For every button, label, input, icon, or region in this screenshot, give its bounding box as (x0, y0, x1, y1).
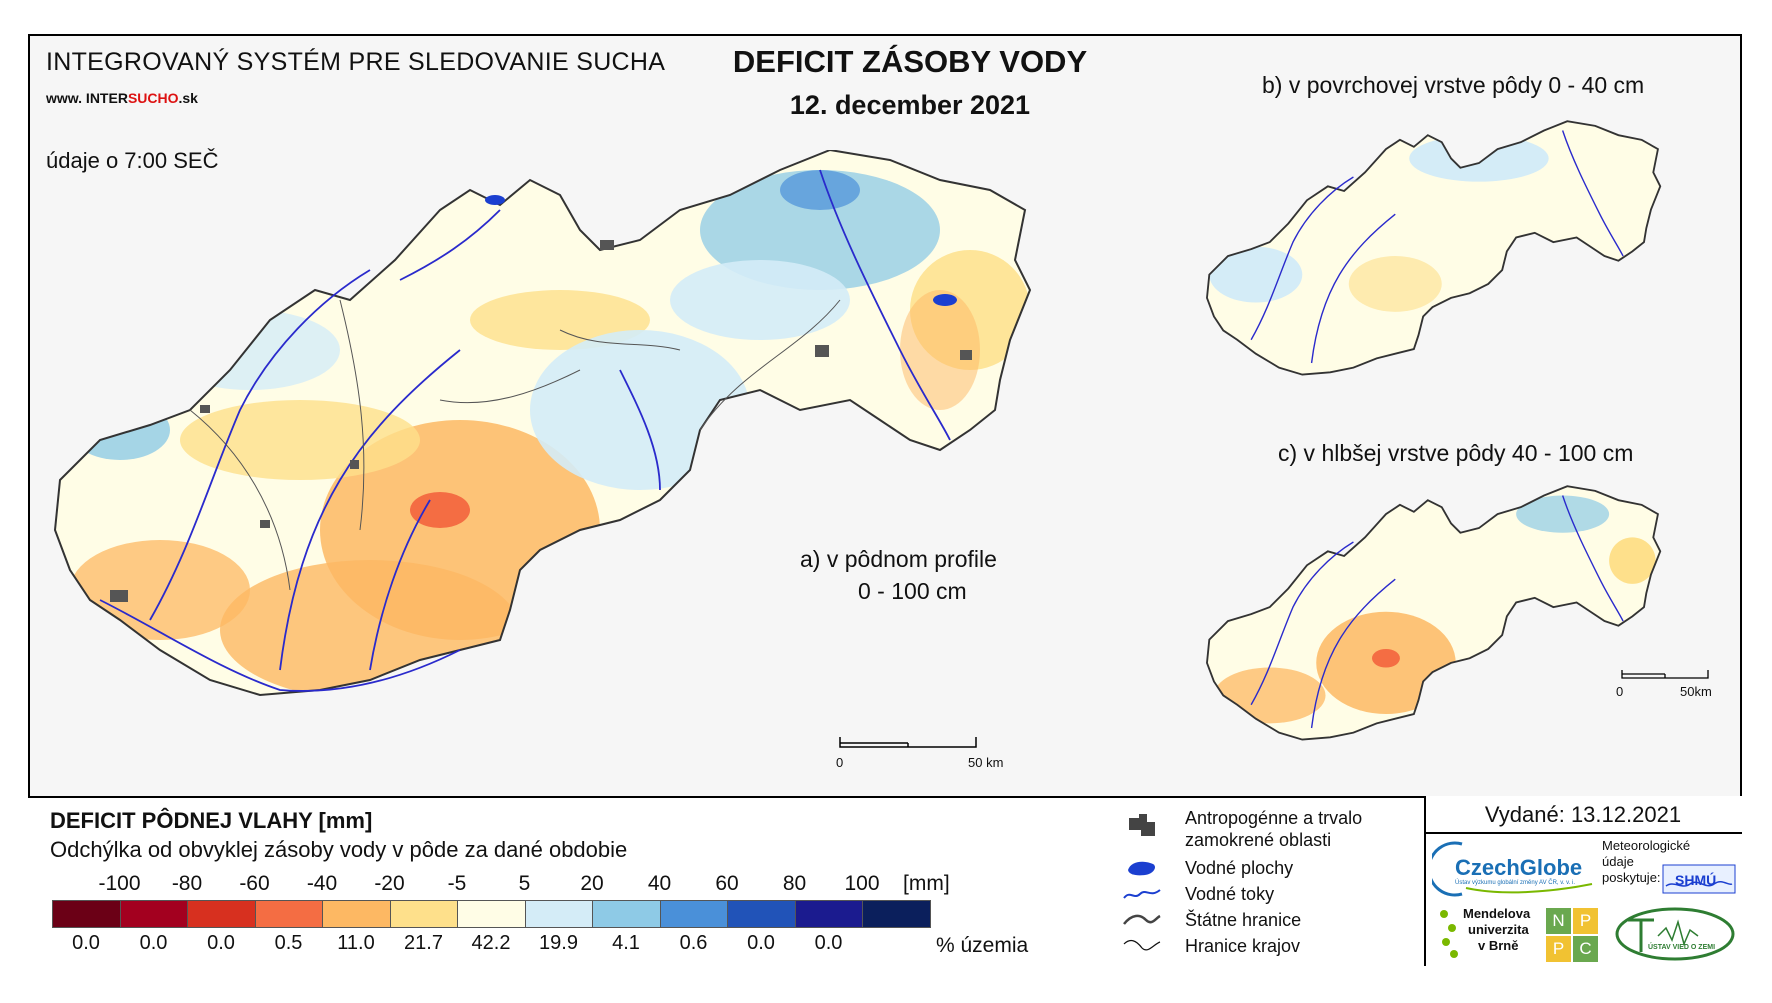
inset-map-surface-layer (1206, 120, 1662, 376)
legend-swatch (187, 900, 256, 928)
scale-bar-inset (1621, 670, 1709, 679)
nppc-p2: P (1546, 936, 1571, 962)
mendelu-line3: v Brně (1478, 938, 1519, 953)
scale-inset-end: 50km (1680, 684, 1712, 699)
issued-date: Vydané: 13.12.2021 (1484, 802, 1682, 827)
issued-divider (1424, 832, 1742, 834)
legend-tick-label: 5 (518, 872, 531, 895)
scale-inset-zero: 0 (1616, 684, 1624, 699)
page-title: DEFICIT ZÁSOBY VODY (732, 44, 1088, 79)
shmu-note-line2: údaje (1602, 854, 1634, 869)
legend-swatch (592, 900, 661, 928)
czechglobe-name: CzechGlobe (1455, 855, 1583, 880)
legend-percentage: 21.7 (404, 932, 443, 954)
symbol-river: Vodné toky (1185, 884, 1275, 904)
legend-tick-label: 20 (580, 872, 604, 895)
legend-tick-label: 60 (715, 872, 739, 895)
legend-tick-label: -5 (447, 872, 467, 895)
legend-percentage: 0.5 (274, 932, 303, 954)
legend-tick-label: -80 (171, 872, 203, 895)
url-suffix: .sk (178, 90, 198, 106)
legend-tick-label: 100 (844, 872, 880, 895)
map-b-title: b) v povrchovej vrstve pôdy 0 - 40 cm (1262, 72, 1645, 98)
legend-tick-label: -100 (98, 872, 141, 895)
symbol-region-border: Hranice krajov (1185, 936, 1301, 956)
czechglobe-subtitle: Ústav výzkumu globální změny AV ČR, v. v… (1455, 880, 1576, 886)
shmu-name: SHMÚ (1675, 872, 1717, 888)
legend-tick-label: 40 (647, 872, 672, 895)
legend-percentage: 4.1 (612, 932, 640, 954)
state-border-icon (1123, 914, 1161, 925)
legend-swatch (659, 900, 728, 928)
website-url[interactable]: www. INTERSUCHO.sk (46, 90, 198, 106)
system-title: INTEGROVANÝ SYSTÉM PRE SLEDOVANIE SUCHA (46, 48, 666, 76)
time-note: údaje o 7:00 SEČ (46, 148, 219, 173)
map-a-caption: a) v pôdnom profile (800, 546, 997, 572)
mendelu-line1: Mendelova (1463, 906, 1531, 921)
legend-percentage: 0.0 (139, 932, 168, 954)
legend-subtitle: Odchýlka od obvyklej zásoby vody v pôde … (50, 837, 628, 862)
legend-percentage: 42.2 (471, 932, 511, 954)
legend-swatch (119, 900, 188, 928)
region-border-icon (1123, 939, 1161, 951)
nppc-c: C (1573, 936, 1598, 962)
nppc-logo: N P P C (1546, 908, 1598, 962)
urban-area-icon (1129, 814, 1155, 836)
scale-main-zero: 0 (836, 755, 844, 770)
uvz-logo (1615, 907, 1735, 961)
inset-map-deep-layer (1206, 485, 1662, 741)
legend-title: DEFICIT PÔDNEJ VLAHY [mm] (50, 808, 373, 833)
symbol-urban-line2: zamokrené oblasti (1185, 830, 1332, 850)
legend-percentage: 0.6 (679, 932, 708, 954)
legend-percentage: 11.0 (337, 932, 375, 954)
legend-swatch (389, 900, 458, 928)
main-map-soil-profile (53, 150, 1032, 697)
scale-main-end: 50 km (968, 755, 1004, 770)
legend-swatch (794, 900, 863, 928)
legend-percentage: 0.0 (814, 932, 843, 954)
legend-percentage: 0.0 (747, 932, 775, 954)
legend-swatch (862, 900, 931, 928)
url-highlight: SUCHO (127, 90, 179, 106)
shmu-note-line3: poskytuje: (1602, 870, 1661, 885)
shmu-logo (1662, 864, 1736, 894)
water-body-icon (1128, 861, 1156, 876)
map-a-depth: 0 - 100 cm (858, 578, 967, 604)
symbol-water-body: Vodné plochy (1185, 858, 1294, 878)
legend-swatch (322, 900, 391, 928)
legend-percentage: 19.9 (539, 932, 578, 954)
river-icon (1123, 889, 1161, 899)
mendelu-line2: univerzita (1468, 922, 1529, 937)
symbol-urban-line1: Antropogénne a trvalo (1185, 808, 1363, 828)
shmu-note-line1: Meteorologické (1602, 838, 1691, 853)
legend-swatch (524, 900, 593, 928)
legend-tick-label: 80 (782, 872, 807, 895)
czechglobe-logo (1432, 841, 1593, 897)
legend-tick-label: -20 (374, 872, 405, 895)
legend-unit: [mm] (903, 872, 950, 895)
map-date: 12. december 2021 (789, 90, 1031, 120)
legend-tick-label: -40 (306, 872, 338, 895)
nppc-n: N (1546, 908, 1571, 934)
legend-swatch (457, 900, 526, 928)
legend-swatch (727, 900, 796, 928)
legend-swatch (254, 900, 323, 928)
uvz-name: ÚSTAV VIED O ZEMI (1648, 944, 1716, 951)
legend-percentage: 0.0 (207, 932, 235, 954)
legend-percent-unit: % územia (936, 934, 1029, 957)
mendelu-logo-dots (1440, 910, 1458, 958)
legend-tick-label: -60 (239, 872, 270, 895)
legend-swatch (52, 900, 121, 928)
nppc-p1: P (1573, 908, 1598, 934)
url-prefix: www. INTER (46, 90, 128, 106)
symbol-state-border: Štátne hranice (1185, 910, 1302, 930)
scale-bar-main (839, 737, 977, 748)
legend-percentage: 0.0 (72, 932, 100, 954)
map-c-title: c) v hlbšej vrstve pôdy 40 - 100 cm (1278, 440, 1634, 466)
